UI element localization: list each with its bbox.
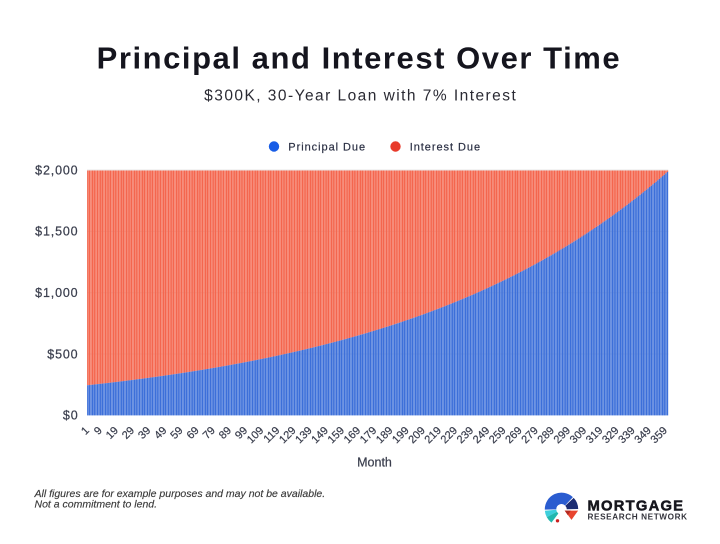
svg-text:Principal Due: Principal Due (288, 142, 366, 154)
svg-text:Not a commitment to lend.: Not a commitment to lend. (35, 499, 158, 511)
svg-text:$500: $500 (47, 347, 78, 361)
svg-text:Interest Due: Interest Due (410, 142, 481, 154)
svg-text:All figures are for example pu: All figures are for example purposes and… (34, 488, 326, 500)
svg-text:$0: $0 (63, 409, 79, 423)
svg-text:Month: Month (357, 456, 392, 470)
svg-text:MORTGAGE: MORTGAGE (588, 498, 685, 514)
svg-text:$1,000: $1,000 (35, 286, 78, 300)
svg-text:$300K, 30-Year Loan with 7% In: $300K, 30-Year Loan with 7% Interest (204, 88, 517, 105)
svg-text:Principal and Interest Over Ti: Principal and Interest Over Time (97, 41, 622, 76)
svg-text:RESEARCH NETWORK: RESEARCH NETWORK (588, 512, 688, 521)
svg-text:$1,500: $1,500 (35, 225, 78, 239)
svg-text:$2,000: $2,000 (35, 163, 78, 177)
